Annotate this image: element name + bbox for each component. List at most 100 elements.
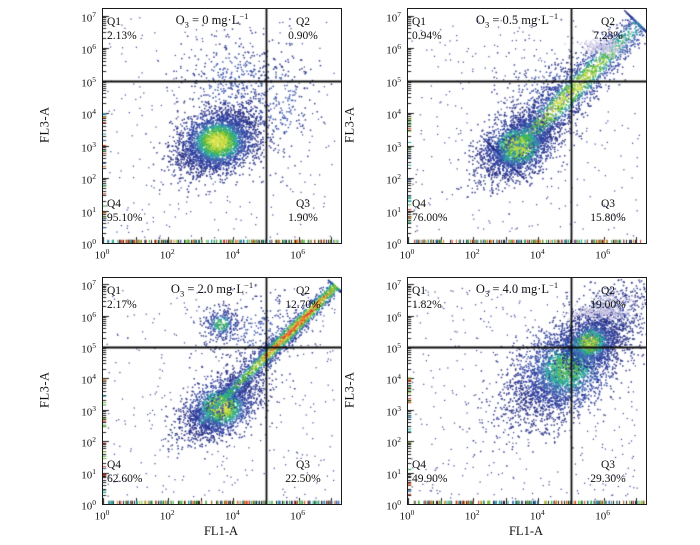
y-tick-label: 103: [386, 139, 401, 155]
quadrant-q1: Q1 1.82%: [412, 284, 442, 312]
y-tick-label: 105: [386, 341, 401, 356]
y-tick-label: 103: [81, 139, 96, 155]
x-tick-label: 104: [530, 508, 545, 523]
x-axis-ticks: 100 102 104 106: [95, 245, 340, 262]
quadrant-q1: Q1 0.94%: [412, 15, 442, 43]
y-tick-label: 104: [386, 107, 401, 122]
quadrant-q4: Q4 76.00%: [412, 197, 447, 225]
y-tick-label: 106: [386, 42, 401, 57]
plot-title: O3 = 2.0 mg·L−1: [170, 280, 254, 299]
x-axis-label: FL1-A: [508, 524, 544, 538]
y-tick-label: 104: [81, 372, 96, 388]
x-tick-label: 106: [595, 508, 610, 523]
x-tick-label: 102: [464, 508, 480, 523]
y-tick-label: 101: [81, 466, 96, 482]
x-axis-ticks: 100 102 104 106: [95, 506, 340, 523]
y-tick-label: 107: [386, 9, 401, 25]
quadrant-q1: Q1 2.17%: [107, 284, 137, 312]
plot-area: O3 = 0.5 mg·L−1 Q1 0.94% Q2 7.23% Q3 15.…: [407, 8, 647, 244]
y-tick-label: 100: [81, 237, 96, 252]
x-tick-label: 102: [159, 508, 175, 523]
quadrant-percent: 49.90%: [412, 473, 448, 485]
x-tick-label: 102: [159, 247, 175, 262]
x-tick-label: 100: [399, 508, 415, 523]
y-tick-label: 106: [81, 309, 96, 325]
scatter-canvas: [408, 9, 646, 243]
x-axis-label: FL1-A: [203, 524, 239, 538]
x-tick-label: 106: [290, 508, 305, 523]
quadrant-label: Q4: [412, 459, 427, 471]
quadrant-percent: 7.23%: [593, 30, 623, 42]
quadrant-percent: 12.70%: [285, 299, 321, 311]
quadrant-percent: 0.94%: [412, 30, 442, 42]
quadrant-q4: Q4 62.60%: [107, 458, 142, 486]
y-tick-label: 105: [81, 341, 96, 356]
quadrant-q2: Q2 12.70%: [267, 284, 339, 312]
quadrant-q2: Q2 7.23%: [572, 15, 644, 43]
plot-area: O3 = 0 mg·L−1 Q1 2.13% Q2 0.90% Q3 1.90%…: [102, 8, 342, 244]
x-tick-label: 106: [290, 247, 305, 262]
y-tick-label: 107: [81, 9, 96, 25]
x-tick-label: 104: [530, 247, 545, 262]
quadrant-label: Q1: [107, 16, 122, 28]
y-tick-label: 103: [81, 403, 96, 419]
y-tick-label: 107: [386, 278, 401, 293]
quadrant-q4: Q4 49.90%: [412, 458, 447, 486]
quadrant-q3: Q3 29.30%: [572, 458, 644, 486]
y-tick-label: 102: [81, 435, 96, 450]
plot-area: O3 = 2.0 mg·L−1 Q1 2.17% Q2 12.70% Q3 22…: [102, 277, 342, 505]
quadrant-label: Q4: [107, 459, 122, 471]
quadrant-label: Q1: [412, 285, 427, 297]
quadrant-q2: Q2 0.90%: [267, 15, 339, 43]
y-tick-label: 104: [386, 372, 401, 388]
scatter-canvas: [103, 278, 341, 504]
x-axis-ticks: 100 102 104 106: [400, 506, 645, 523]
x-axis-ticks: 100 102 104 106: [400, 245, 645, 262]
plot-title: O3 = 4.0 mg·L−1: [475, 280, 559, 299]
x-tick-label: 106: [595, 247, 610, 262]
y-tick-label: 106: [386, 309, 401, 325]
y-tick-label: 104: [81, 107, 96, 122]
quadrant-label: Q4: [107, 198, 122, 210]
quadrant-percent: 2.17%: [107, 299, 137, 311]
x-tick-label: 100: [94, 247, 110, 262]
quadrant-percent: 0.90%: [288, 30, 318, 42]
quadrant-label: Q1: [107, 285, 122, 297]
y-tick-label: 102: [81, 172, 96, 187]
quadrant-percent: 19.00%: [590, 299, 626, 311]
quadrant-percent: 1.90%: [288, 212, 318, 224]
scatter-canvas: [408, 278, 646, 504]
y-tick-label: 107: [81, 278, 96, 293]
y-tick-label: 106: [81, 42, 96, 57]
quadrant-label: Q2: [295, 16, 311, 28]
quadrant-label: Q2: [295, 285, 311, 297]
quadrant-label: Q3: [600, 198, 616, 210]
y-tick-label: 101: [81, 204, 96, 220]
y-tick-label: 105: [81, 74, 96, 90]
quadrant-percent: 76.00%: [412, 212, 448, 224]
quadrant-label: Q4: [412, 198, 427, 210]
y-tick-label: 102: [386, 435, 401, 450]
quadrant-percent: 2.13%: [107, 30, 137, 42]
scatter-canvas: [103, 9, 341, 243]
quadrant-label: Q2: [600, 285, 616, 297]
quadrant-q1: Q1 2.13%: [107, 15, 137, 43]
y-axis-label: FL3-A: [37, 371, 52, 409]
y-tick-label: 100: [386, 237, 401, 252]
y-tick-label: 102: [386, 172, 401, 187]
quadrant-percent: 1.82%: [412, 299, 442, 311]
y-tick-label: 103: [386, 403, 401, 419]
quadrant-label: Q1: [412, 16, 427, 28]
y-axis-label: FL3-A: [342, 371, 357, 409]
quadrant-q3: Q3 15.80%: [572, 197, 644, 225]
quadrant-percent: 62.60%: [107, 473, 143, 485]
quadrant-q2: Q2 19.00%: [572, 284, 644, 312]
plot-area: O3 = 4.0 mg·L−1 Q1 1.82% Q2 19.00% Q3 29…: [407, 277, 647, 505]
plot-title: O3 = 0.5 mg·L−1: [475, 11, 559, 30]
quadrant-percent: 22.50%: [285, 473, 321, 485]
y-axis-label: FL3-A: [37, 106, 52, 144]
quadrant-percent: 29.30%: [590, 473, 626, 485]
flow-panel-o3-4.0: FL3-A 107 106 105 104 103 102 101 100 O3 = 4.0 …: [343, 277, 647, 545]
x-tick-label: 104: [225, 247, 240, 262]
y-tick-label: 105: [386, 74, 401, 90]
